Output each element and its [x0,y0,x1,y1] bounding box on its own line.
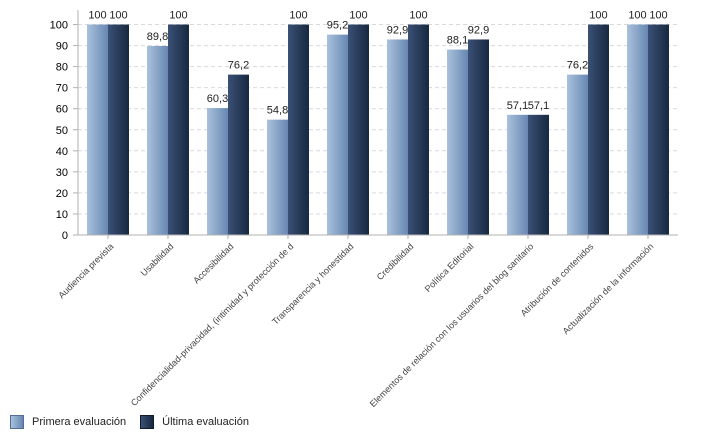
data-label: 100 [589,10,607,22]
data-label: 89,8 [147,31,168,43]
bars [87,24,669,236]
bar-series-2-8[interactable] [528,114,549,235]
data-label: 54,8 [267,105,288,117]
data-label: 57,1 [507,100,528,112]
bar-series-2-10[interactable] [648,24,669,236]
data-label: 100 [289,10,307,22]
data-label: 60,3 [207,93,228,105]
data-label: 100 [88,10,106,22]
x-tick-label: Usabilidad [139,241,176,278]
bar-series-1-9[interactable] [567,74,588,235]
bar-series-1-4[interactable] [267,119,288,235]
x-tick-label: Política Editorial [423,241,476,294]
bar-series-1-3[interactable] [207,108,228,235]
data-label: 92,9 [468,24,489,36]
legend-swatch-series-2 [140,415,155,429]
y-tick-label: 0 [62,230,68,242]
bar-series-1-8[interactable] [507,114,528,235]
bar-series-2-7[interactable] [468,39,489,235]
data-label: 100 [649,10,667,22]
y-tick-label: 10 [56,209,68,221]
y-tick-label: 80 [56,62,68,74]
axes: 0 10 20 30 40 50 60 70 80 90 100 [50,10,678,242]
bar-series-2-1[interactable] [108,24,129,236]
y-tick-label: 20 [56,188,68,200]
y-tick-label: 70 [56,83,68,95]
data-label: 76,2 [228,60,249,72]
category-labels: Audiencia prevista Usabilidad Accesibilida… [56,241,655,409]
y-tick-label: 90 [56,41,68,53]
bar-series-1-6[interactable] [387,39,408,235]
bar-series-1-7[interactable] [447,49,468,235]
data-label: 57,1 [528,100,549,112]
y-tick-label: 40 [56,146,68,158]
legend-item-series-2[interactable]: Última evaluación [140,415,249,429]
legend-label-series-1: Primera evaluación [32,416,127,428]
data-label: 100 [169,10,187,22]
y-tick-label: 50 [56,125,68,137]
x-tick-label: Audiencia prevista [56,241,115,300]
bar-series-1-1[interactable] [87,24,108,236]
legend-item-series-1[interactable]: Primera evaluación [10,415,126,429]
bar-series-2-6[interactable] [408,24,429,236]
legend: Primera evaluación Última evaluación [10,415,263,429]
legend-label-series-2: Última evaluación [162,416,249,428]
bar-series-2-2[interactable] [168,24,189,236]
bar-series-1-2[interactable] [147,45,168,235]
data-label: 100 [628,10,646,22]
data-label: 100 [109,10,127,22]
value-labels: 100 10089,810060,376,254,810095,210092,91… [88,10,667,117]
bar-series-2-9[interactable] [588,24,609,236]
bar-series-1-5[interactable] [327,34,348,236]
y-tick-label: 30 [56,167,68,179]
y-tick-label: 100 [50,20,68,32]
bar-series-2-5[interactable] [348,24,369,236]
bar-series-2-3[interactable] [228,74,249,235]
data-label: 95,2 [327,20,348,32]
data-label: 92,9 [387,24,408,36]
bar-series-1-10[interactable] [627,24,648,236]
bar-series-2-4[interactable] [288,24,309,236]
x-tick-label: Credibilidad [375,241,416,282]
data-label: 100 [349,10,367,22]
y-tick-label: 60 [56,104,68,116]
legend-swatch-series-1 [10,415,24,429]
data-label: 100 [409,10,427,22]
data-label: 76,2 [567,60,588,72]
data-label: 88,1 [447,35,468,47]
x-tick-label: Accesibilidad [191,241,235,285]
